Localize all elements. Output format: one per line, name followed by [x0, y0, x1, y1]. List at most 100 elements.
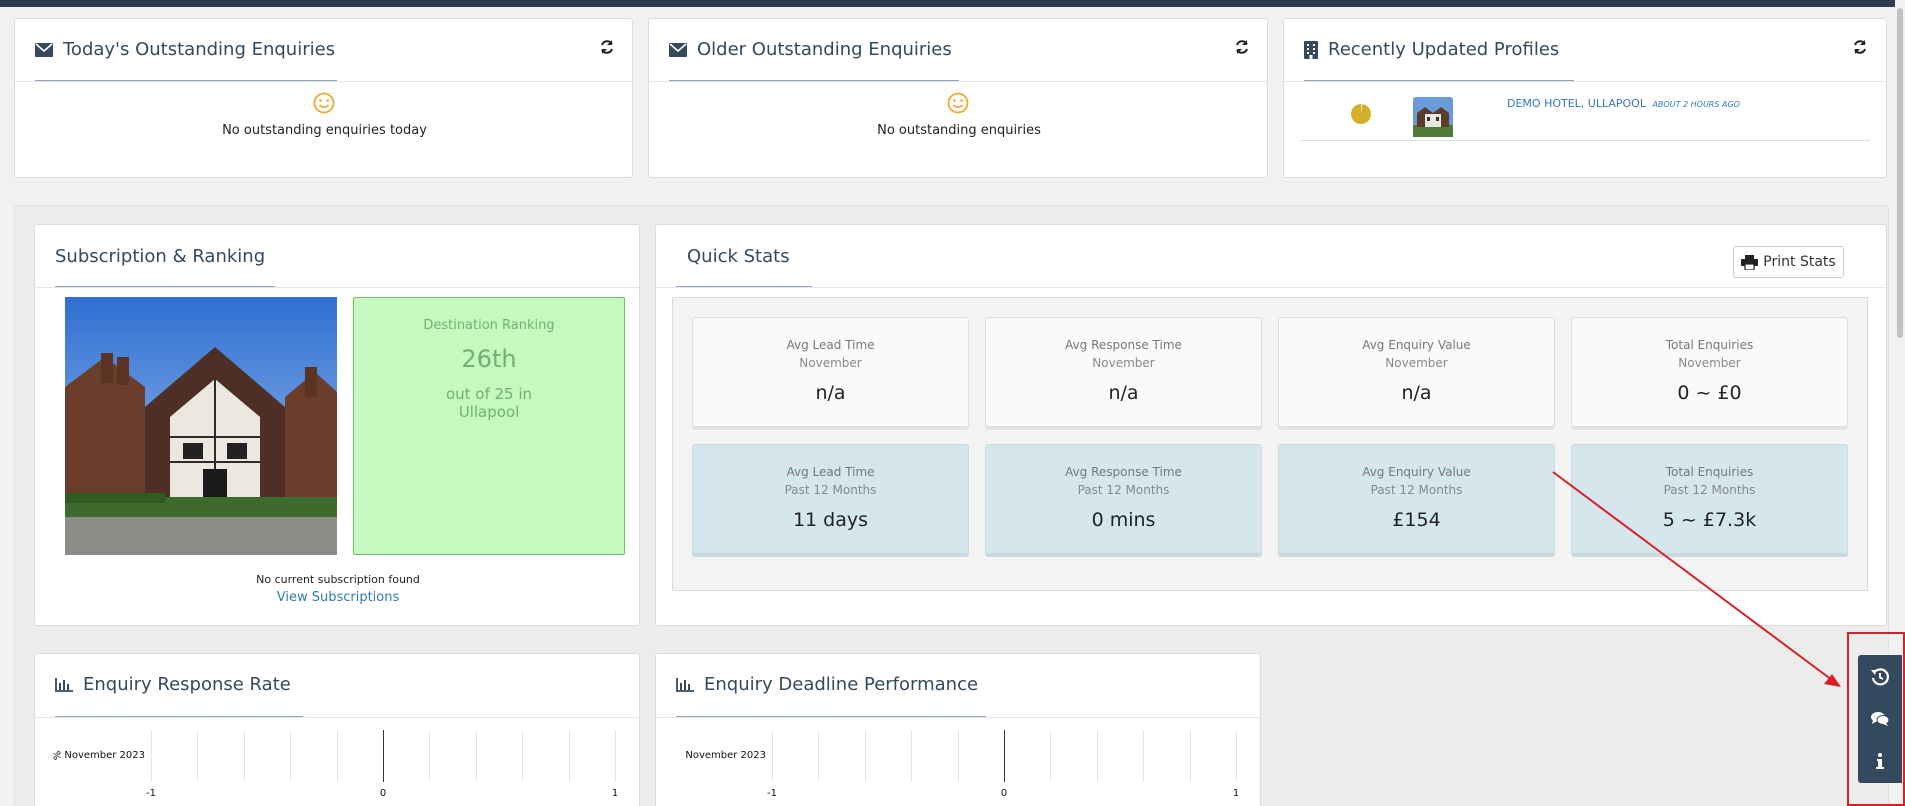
- profile-link[interactable]: DEMO HOTEL, ULLAPOOL ABOUT 2 HOURS AGO: [1507, 97, 1740, 110]
- panel-title-text: Today's Outstanding Enquiries: [63, 39, 336, 60]
- quick-stats-title: Quick Stats: [687, 246, 790, 267]
- chart-gridline: [429, 730, 431, 782]
- smile-icon: [947, 92, 969, 114]
- deadline-panel: Enquiry Deadline Performance November 20…: [655, 653, 1261, 806]
- side-tools-bar: [1858, 655, 1902, 783]
- refresh-icon[interactable]: [1852, 39, 1868, 55]
- title-underline: [55, 716, 303, 717]
- hotel-thumbnail: [1413, 97, 1453, 137]
- title-underline: [35, 80, 337, 81]
- envelope-icon: [35, 42, 53, 57]
- chart-gridline: [290, 730, 292, 782]
- chart-gridline: [522, 730, 524, 782]
- stat-label: Avg Enquiry Value: [1362, 465, 1471, 479]
- refresh-icon[interactable]: [599, 39, 615, 55]
- chart-gridline: [864, 730, 866, 782]
- list-item[interactable]: DEMO HOTEL, ULLAPOOL ABOUT 2 HOURS AGO: [1300, 83, 1870, 141]
- stat-card: Avg Lead Time Past 12 Months 11 days: [692, 444, 969, 554]
- print-stats-label[interactable]: Print Stats: [1763, 254, 1836, 270]
- stat-card: Total Enquiries November 0 ~ £0: [1571, 317, 1848, 427]
- subscription-title: Subscription & Ranking: [55, 246, 266, 267]
- chart-gridline: [1143, 730, 1145, 782]
- title-underline: [676, 716, 986, 717]
- ranking-value: 26th: [461, 345, 517, 373]
- divider: [15, 81, 632, 82]
- stat-period: November: [1385, 356, 1448, 370]
- no-enquiries-message: No outstanding enquiries: [877, 123, 1041, 138]
- divider: [35, 717, 639, 718]
- divider: [649, 81, 1267, 82]
- deadline-chart: November 2023 -1 0 1: [656, 724, 1260, 804]
- history-icon[interactable]: [1870, 667, 1890, 687]
- chart-tick-label: 0: [379, 788, 387, 799]
- bar-chart-icon: [55, 677, 73, 692]
- scrollbar-thumb[interactable]: [1897, 8, 1903, 338]
- stat-period: Past 12 Months: [1077, 483, 1170, 497]
- stat-label: Total Enquiries: [1665, 338, 1754, 352]
- stat-card: Avg Lead Time November n/a: [692, 317, 969, 427]
- stat-label: Avg Response Time: [1065, 338, 1182, 352]
- chart-gridline: [568, 730, 570, 782]
- refresh-icon[interactable]: [1234, 39, 1250, 55]
- top-nav-bar: [0, 0, 1905, 7]
- bar-chart-icon: [676, 677, 694, 692]
- chart-gridline: [243, 730, 245, 782]
- divider: [656, 717, 1260, 718]
- stat-card: Total Enquiries Past 12 Months 5 ~ £7.3k: [1571, 444, 1848, 554]
- stat-label: Avg Lead Time: [786, 338, 875, 352]
- print-icon: [1741, 254, 1759, 270]
- chart-tick-label: -1: [767, 788, 777, 799]
- stat-period: November: [799, 356, 862, 370]
- print-stats-button[interactable]: Print Stats: [1733, 246, 1844, 278]
- chart-zero-line: [1004, 730, 1005, 782]
- stat-card: Avg Response Time November n/a: [985, 317, 1262, 427]
- view-subscriptions-link[interactable]: View Subscriptions: [276, 590, 400, 605]
- chart-gridline: [957, 730, 959, 782]
- chart-category-label: November 2023: [64, 750, 145, 761]
- stat-value: 0 ~ £0: [1677, 382, 1742, 404]
- destination-ranking-box: Destination Ranking 26th out of 25 in Ul…: [353, 297, 625, 555]
- info-icon[interactable]: [1870, 751, 1890, 771]
- chart-tick-label: -1: [146, 788, 156, 799]
- today-enquiries-title: Today's Outstanding Enquiries: [35, 39, 335, 60]
- chart-gridline: [818, 730, 820, 782]
- building-icon: [1304, 40, 1318, 59]
- response-rate-panel: Enquiry Response Rate November 2023% -1 0 1: [34, 653, 640, 806]
- profile-name[interactable]: DEMO HOTEL, ULLAPOOL: [1507, 97, 1646, 110]
- panel-title-text: Older Outstanding Enquiries: [697, 39, 952, 60]
- chart-gridline: [197, 730, 199, 782]
- today-enquiries-panel: Today's Outstanding Enquiries No outstan…: [14, 18, 633, 178]
- divider: [656, 287, 1886, 288]
- chart-gridline: [475, 730, 477, 782]
- stat-label: Avg Lead Time: [786, 465, 875, 479]
- title-underline: [1304, 80, 1574, 81]
- subscription-panel: Subscription & Ranking Destination Ranki…: [34, 224, 640, 626]
- profile-updated-time: ABOUT 2 HOURS AGO: [1652, 100, 1740, 109]
- chart-gridline: [1096, 730, 1098, 782]
- chart-gridline: [772, 730, 773, 782]
- stat-value: n/a: [1108, 382, 1139, 404]
- chart-axis-side-label: %: [52, 750, 64, 761]
- chart-gridline: [1189, 730, 1191, 782]
- stat-value: 11 days: [792, 509, 869, 531]
- chart-gridline: [336, 730, 338, 782]
- divider: [1284, 81, 1886, 82]
- stat-card: Avg Enquiry Value November n/a: [1278, 317, 1555, 427]
- chart-tick-label: 1: [1232, 788, 1240, 799]
- hotel-photo: [65, 297, 337, 555]
- pie-progress-icon: [1351, 103, 1371, 124]
- chart-tick-label: 1: [611, 788, 619, 799]
- title-underline: [669, 80, 959, 81]
- recent-profiles-panel: Recently Updated Profiles DEMO HOTEL, UL…: [1283, 18, 1887, 178]
- scrollbar-track[interactable]: [1895, 0, 1905, 806]
- deadline-title: Enquiry Deadline Performance: [676, 674, 978, 695]
- chart-gridline: [615, 730, 616, 782]
- comments-icon[interactable]: [1870, 709, 1890, 729]
- chart-category-label: November 2023: [685, 750, 766, 761]
- stat-card: Avg Response Time Past 12 Months 0 mins: [985, 444, 1262, 554]
- title-underline: [676, 286, 812, 287]
- ranking-out-of: out of 25 in: [445, 385, 533, 403]
- chart-gridline: [911, 730, 913, 782]
- stat-label: Avg Response Time: [1065, 465, 1182, 479]
- no-enquiries-message: No outstanding enquiries today: [222, 123, 427, 138]
